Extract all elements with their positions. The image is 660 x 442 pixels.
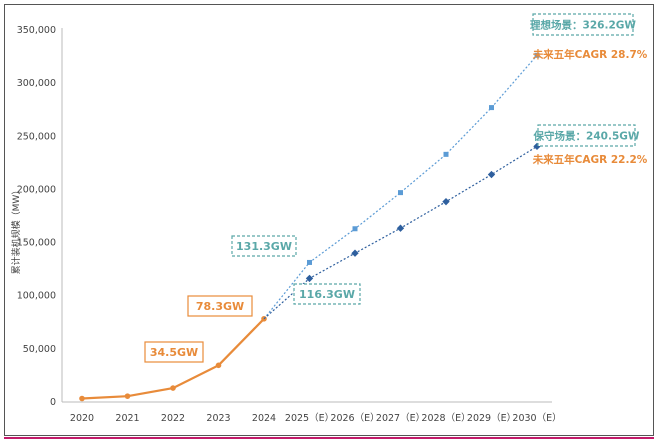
label-131-3gw: 131.3GW xyxy=(236,240,292,253)
x-tick-label: 2028（E） xyxy=(421,412,470,424)
y-tick-label: 200,000 xyxy=(17,184,56,195)
data-point xyxy=(124,393,131,399)
ideal-cagr: 未来五年CAGR 28.7% xyxy=(532,48,648,61)
label-conservative-scenario: 保守场景：240.5GW xyxy=(533,130,640,143)
x-tick-label: 2027（E） xyxy=(376,412,425,424)
x-tick-label: 2021 xyxy=(115,413,139,424)
label-34-5gw-box xyxy=(144,341,204,363)
data-point xyxy=(170,385,176,391)
label-ideal-scenario: 理想场景：326.2GW xyxy=(530,19,636,32)
series-layer xyxy=(79,52,541,402)
x-tick-label: 2026（E） xyxy=(330,412,379,424)
y-tick-label: 50,000 xyxy=(23,344,56,355)
y-tick-label: 100,000 xyxy=(17,291,56,302)
y-tick-label: 300,000 xyxy=(17,78,56,89)
data-point xyxy=(215,362,222,369)
data-point xyxy=(398,190,403,196)
label-78-3gw: 78.3GW xyxy=(196,300,244,313)
label-ideal-scenario-box xyxy=(532,13,634,36)
data-point xyxy=(352,226,358,232)
data-point xyxy=(442,197,450,206)
chart-frame xyxy=(4,4,654,436)
data-point xyxy=(443,151,449,157)
data-point xyxy=(396,224,405,232)
label-116-3gw-box xyxy=(293,283,361,305)
x-tick-label: 2023 xyxy=(206,413,230,424)
data-point xyxy=(305,274,314,283)
bottom-rule xyxy=(4,437,654,439)
data-point xyxy=(534,52,540,58)
label-131-3gw-box xyxy=(231,235,297,257)
data-point xyxy=(307,259,312,265)
data-point xyxy=(489,105,494,111)
y-tick-label: 250,000 xyxy=(17,131,56,142)
axes: 0 50,000 100,000 150,000 200,000 250,000 300,0… xyxy=(10,25,562,424)
label-conservative-scenario-box xyxy=(537,124,636,147)
series-line-1 xyxy=(263,54,538,320)
x-tick-label: 2030（E） xyxy=(512,412,561,424)
label-34-5gw: 34.5GW xyxy=(150,346,198,359)
conservative-cagr: 未来五年CAGR 22.2% xyxy=(532,153,648,166)
data-point xyxy=(351,249,359,257)
y-axis-title: 累计装机规模（MW） xyxy=(10,186,22,275)
x-tick-label: 2024 xyxy=(252,413,276,424)
y-tick-label: 350,000 xyxy=(17,25,56,36)
data-point xyxy=(79,395,85,402)
y-tick-label: 150,000 xyxy=(17,238,56,249)
y-tick-label: 0 xyxy=(50,397,56,408)
x-tick-label: 2022 xyxy=(161,413,185,424)
x-tick-label: 2025（E） xyxy=(285,412,334,424)
annotation-layer: 34.5GW 78.3GW 131.3GW 116.3GW 理想场景：326.2GW 保守… xyxy=(144,13,648,363)
label-116-3gw: 116.3GW xyxy=(299,288,355,301)
x-tick-label: 2029（E） xyxy=(467,412,516,424)
label-78-3gw-box xyxy=(187,295,253,317)
data-point xyxy=(487,170,496,179)
x-tick-label: 2020 xyxy=(70,413,94,424)
